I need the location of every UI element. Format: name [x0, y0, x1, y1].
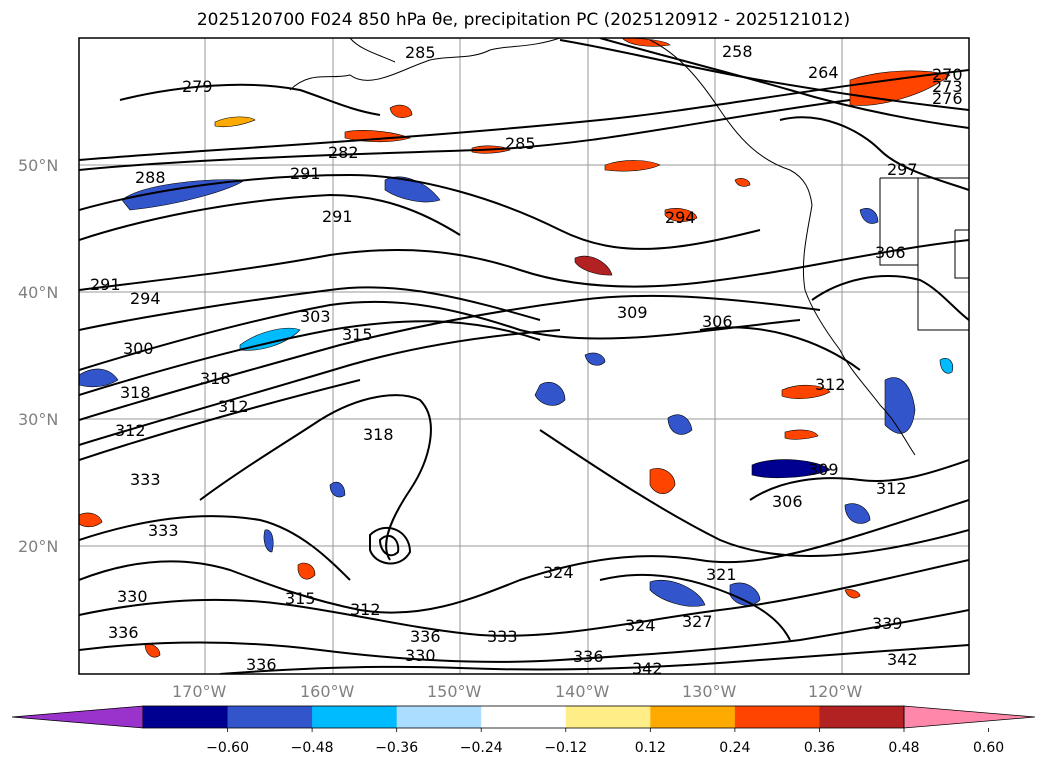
lat-label-50n: 50°N: [18, 156, 58, 175]
colorbar-tick-label: −0.36: [375, 740, 418, 756]
contour-label: 333: [487, 627, 518, 646]
colorbar-segment: [312, 706, 398, 728]
lon-label-140w: 140°W: [555, 682, 610, 701]
colorbar-segment: [143, 706, 229, 728]
contour-labels: 279 285 288 291 282 285 258 264 297 270 …: [90, 42, 963, 678]
contour-label: 312: [815, 375, 846, 394]
contour-label: 264: [808, 63, 839, 82]
contour-label: 291: [322, 207, 353, 226]
contour-label: 342: [632, 659, 663, 678]
contour-label: 309: [617, 303, 648, 322]
contour-label: 258: [722, 42, 753, 61]
contour-label: 336: [108, 623, 139, 642]
contour-label: 309: [808, 460, 839, 479]
colorbar-tick-label: 0.48: [888, 740, 919, 756]
theta-e-contours: [79, 38, 969, 674]
colorbar-tick-label: 0.36: [804, 740, 835, 756]
colorbar: −0.60 −0.48 −0.36 −0.24 −0.12 0.12 0.24 0.36 0.4…: [11, 705, 1036, 756]
colorbar-extend-high: [903, 705, 1036, 729]
contour-label: 306: [772, 492, 803, 511]
contour-label: 333: [130, 470, 161, 489]
contour-label: 306: [702, 312, 733, 331]
colorbar-tick-label: 0.24: [719, 740, 750, 756]
contour-label: 306: [875, 243, 906, 262]
lat-label-20n: 20°N: [18, 537, 58, 556]
map-panel: [79, 38, 969, 674]
contour-label: 312: [218, 397, 249, 416]
lon-label-170w: 170°W: [172, 682, 227, 701]
contour-label: 315: [342, 325, 373, 344]
contour-label: 282: [328, 143, 359, 162]
contour-label: 291: [90, 275, 121, 294]
colorbar-tick-label: −0.24: [460, 740, 503, 756]
contour-label: 336: [246, 655, 277, 674]
precip-positive-patches: [79, 38, 951, 658]
contour-label: 321: [706, 565, 737, 584]
colorbar-tick-label: 0.60: [973, 740, 1004, 756]
graticule: [79, 38, 969, 674]
contour-label: 318: [120, 383, 151, 402]
contour-label: 318: [200, 369, 231, 388]
contour-label: 339: [872, 614, 903, 633]
lat-label-30n: 30°N: [18, 410, 58, 429]
contour-label: 324: [625, 616, 656, 635]
contour-label: 273: [932, 77, 963, 96]
contour-label: 276: [932, 89, 963, 108]
colorbar-segment: [481, 706, 567, 728]
chart-title: 2025120700 F024 850 hPa θe, precipitatio…: [196, 10, 851, 30]
contour-label: 288: [135, 168, 166, 187]
colorbar-segment: [396, 706, 482, 728]
colorbar-segment: [565, 706, 651, 728]
colorbar-segment: [819, 706, 905, 728]
lon-label-160w: 160°W: [300, 682, 355, 701]
contour-label: 270: [932, 65, 963, 84]
contour-label: 315: [285, 589, 316, 608]
contour-label: 291: [290, 164, 321, 183]
contour-label: 324: [543, 563, 574, 582]
colorbar-segment: [734, 706, 820, 728]
colorbar-segment: [650, 706, 736, 728]
contour-label: 297: [887, 160, 918, 179]
lon-label-120w: 120°W: [808, 682, 863, 701]
contour-label: 336: [573, 647, 604, 666]
colorbar-tick-label: 0.12: [635, 740, 666, 756]
colorbar-segment: [227, 706, 313, 728]
contour-label: 330: [117, 587, 148, 606]
contour-label: 294: [665, 208, 696, 227]
contour-label: 336: [410, 627, 441, 646]
colorbar-outline: [142, 705, 905, 729]
contour-label: 285: [405, 43, 436, 62]
contour-label: 312: [350, 600, 381, 619]
lon-label-150w: 150°W: [427, 682, 482, 701]
contour-label: 327: [682, 612, 713, 631]
contour-label: 285: [505, 134, 536, 153]
colorbar-tick-label: −0.12: [544, 740, 587, 756]
contour-label: 333: [148, 521, 179, 540]
lon-label-130w: 130°W: [682, 682, 737, 701]
latitude-labels: 50°N 40°N 30°N 20°N: [18, 156, 58, 556]
contour-label: 312: [115, 421, 146, 440]
contour-label: 318: [363, 425, 394, 444]
map-frame: [78, 37, 970, 675]
colorbar-tick-label: −0.60: [206, 740, 249, 756]
colorbar-tick-label: −0.48: [291, 740, 334, 756]
longitude-labels: 170°W 160°W 150°W 140°W 130°W 120°W: [172, 682, 863, 701]
contour-label: 300: [123, 339, 154, 358]
colorbar-extend-low: [11, 705, 144, 729]
contour-label: 294: [130, 289, 161, 308]
contour-label: 330: [405, 646, 436, 665]
precip-negative-patches: [79, 176, 953, 607]
lat-label-40n: 40°N: [18, 283, 58, 302]
contour-label: 312: [876, 479, 907, 498]
contour-label: 342: [887, 650, 918, 669]
contour-label: 303: [300, 307, 331, 326]
contour-label: 279: [182, 77, 213, 96]
